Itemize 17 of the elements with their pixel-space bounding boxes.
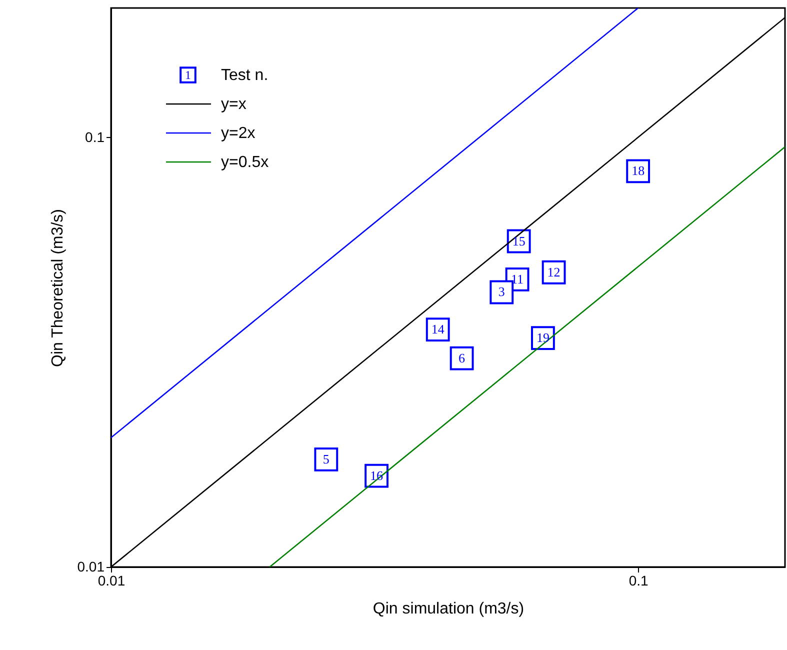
annotation: 14 [431, 322, 445, 337]
annotation: 18 [632, 163, 645, 178]
annotation: 1 [185, 68, 191, 82]
annotation: 16 [370, 468, 384, 483]
legend-label: y=0.5x [221, 154, 269, 171]
annotation: 6 [458, 350, 466, 366]
x-axis-title: Qin simulation (m3/s) [372, 600, 524, 618]
annotation: 5 [322, 451, 330, 466]
annotation: 15 [512, 233, 526, 248]
legend-label: y=x [221, 96, 246, 113]
annotation: 11 [511, 271, 524, 286]
legend-label: y=2x [221, 125, 256, 142]
y-axis-title: Qin Theoretical (m3/s) [49, 209, 66, 367]
annotation: 19 [536, 330, 550, 346]
legend-label: Test n. [221, 67, 268, 84]
annotation: 3 [498, 284, 505, 300]
annotation: 12 [547, 264, 560, 280]
